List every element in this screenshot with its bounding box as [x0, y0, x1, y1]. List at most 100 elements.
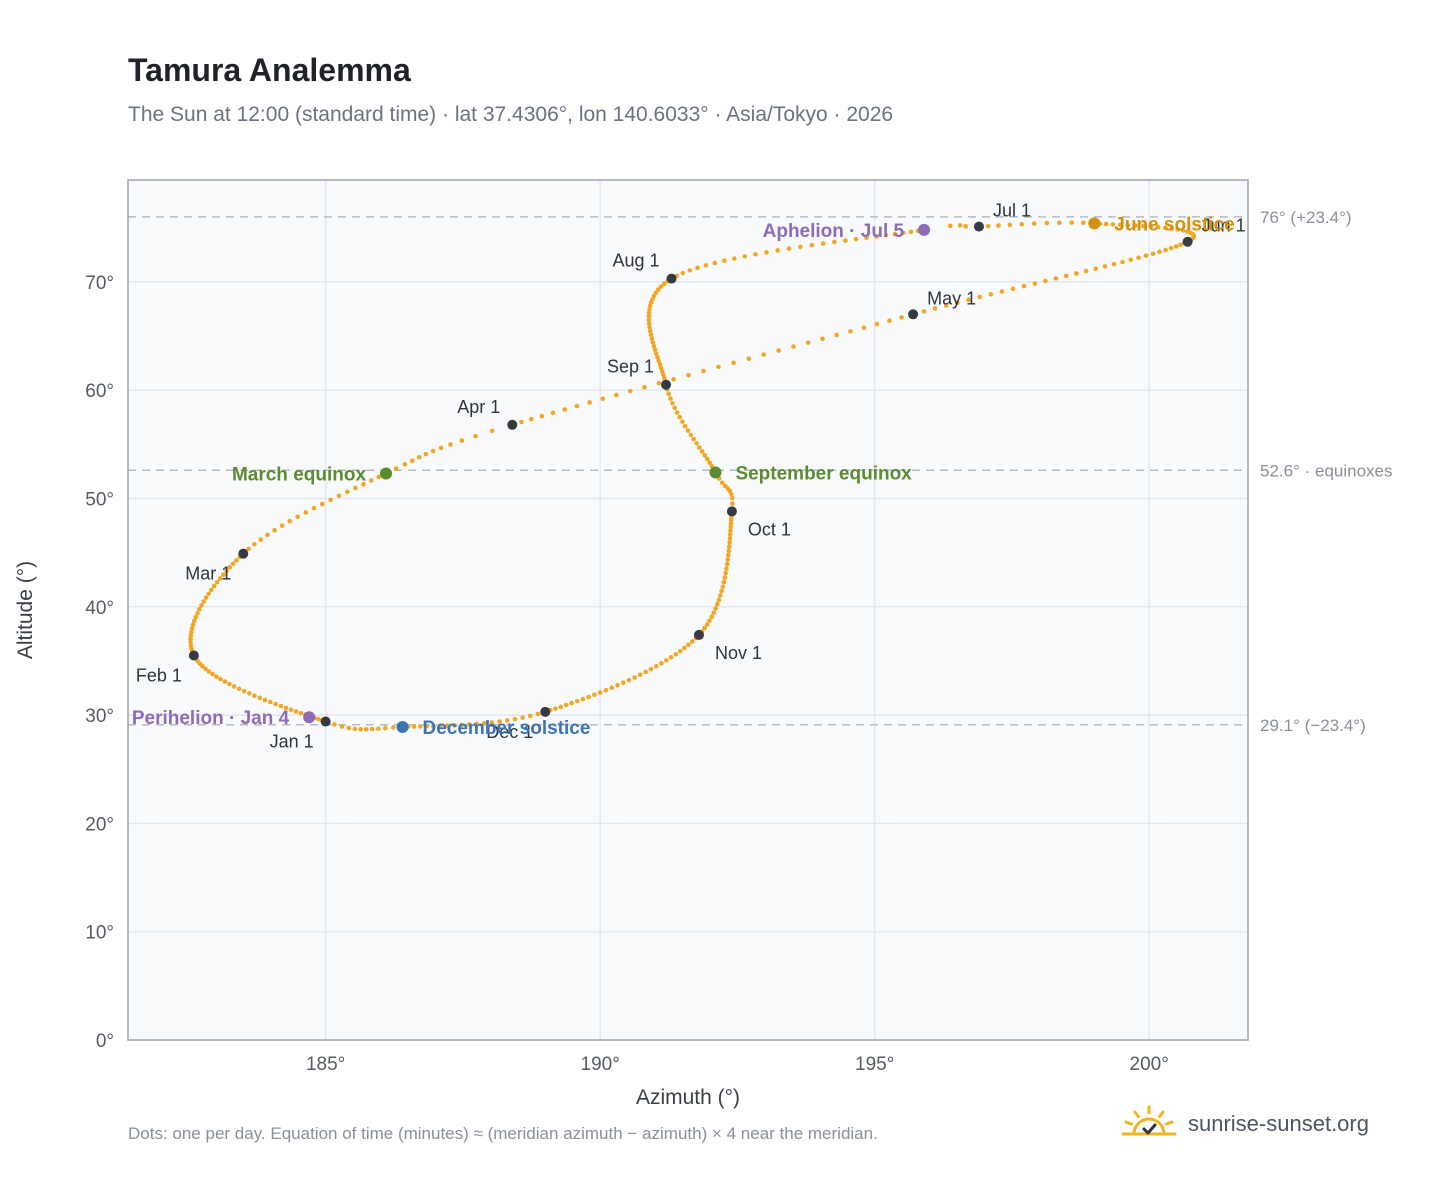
month-marker: [666, 273, 677, 284]
day-dot: [791, 344, 796, 349]
day-dot: [682, 423, 688, 429]
day-dot: [417, 724, 423, 729]
day-dot: [497, 719, 502, 724]
day-dot: [712, 260, 718, 266]
day-dot: [438, 445, 444, 451]
day-dot: [722, 258, 727, 264]
day-dot: [732, 256, 737, 261]
day-dot: [1069, 220, 1074, 225]
day-dot: [647, 306, 652, 312]
month-marker: [908, 309, 919, 320]
day-dot: [656, 380, 662, 386]
day-dot: [1081, 220, 1086, 226]
day-dot: [262, 697, 268, 703]
month-marker: [238, 548, 249, 559]
day-dot: [713, 606, 718, 611]
day-dot: [424, 723, 429, 729]
day-dot: [864, 235, 869, 241]
day-dot: [563, 702, 569, 708]
month-marker: [661, 379, 672, 390]
day-dot: [686, 372, 691, 378]
month-label: Mar 1: [185, 564, 231, 584]
day-dot: [647, 303, 653, 309]
day-dot: [725, 557, 731, 562]
day-dot: [730, 501, 735, 506]
day-dot: [393, 466, 399, 471]
day-dot: [316, 716, 321, 722]
day-dot: [761, 352, 767, 357]
day-dot: [339, 724, 345, 729]
day-dot: [592, 692, 597, 698]
x-tick-label: 190°: [581, 1054, 620, 1075]
day-dot: [655, 354, 660, 360]
day-dot: [211, 583, 217, 589]
page-title: Tamura Analemma: [128, 52, 411, 88]
day-dot: [1163, 225, 1168, 231]
day-dot: [702, 625, 707, 631]
day-dot: [672, 405, 678, 411]
reference-line-label: 52.6° · equinoxes: [1260, 461, 1393, 480]
event-label: March equinox: [232, 465, 367, 486]
day-dot: [646, 321, 652, 326]
day-dot: [727, 540, 732, 545]
day-dot: [224, 568, 229, 574]
day-dot: [358, 726, 363, 732]
day-dot: [1073, 271, 1079, 276]
day-dot: [569, 700, 574, 706]
day-dot: [637, 672, 643, 678]
day-dot: [892, 231, 898, 237]
day-dot: [288, 707, 294, 713]
day-dot: [1125, 222, 1131, 228]
day-dot: [195, 610, 200, 616]
day-dot: [344, 489, 350, 495]
day-dot: [416, 454, 422, 460]
day-dot: [648, 332, 654, 338]
day-dot: [320, 501, 325, 507]
day-dot: [614, 392, 619, 398]
day-dot: [336, 493, 342, 499]
day-dot: [652, 347, 658, 353]
y-tick-label: 10°: [85, 923, 114, 944]
day-dot: [539, 413, 545, 419]
day-dot: [574, 698, 580, 704]
month-label: Oct 1: [748, 519, 791, 539]
day-dot: [574, 403, 580, 409]
day-dot: [1110, 222, 1116, 227]
day-dot: [764, 250, 769, 255]
y-tick-label: 20°: [85, 814, 114, 835]
day-dot: [473, 433, 478, 439]
axis-ticks: 185° 190° 195° 200° 0° 10° 20° 30° 40° 50° 60° 70°: [85, 273, 1169, 1075]
day-dot: [798, 244, 803, 250]
day-dot: [650, 340, 656, 345]
day-dot: [227, 681, 232, 687]
day-dot: [985, 223, 991, 229]
day-dot: [295, 514, 300, 520]
y-tick-label: 70°: [85, 273, 114, 294]
analemma-chart: 76° (+23.4°) 52.6° · equinoxes 29.1° (−23.…: [14, 179, 1393, 1109]
day-dot: [834, 332, 839, 338]
day-dot: [682, 645, 687, 651]
day-dot: [332, 722, 337, 727]
day-dot: [390, 725, 396, 730]
day-dot: [363, 727, 369, 732]
day-dot: [346, 725, 352, 731]
day-dot: [402, 461, 408, 467]
day-dot: [963, 224, 968, 229]
day-dot: [1128, 257, 1134, 263]
day-dot: [252, 541, 257, 547]
event-marker: [380, 467, 393, 480]
day-dot: [459, 438, 465, 443]
day-dot: [562, 407, 567, 412]
day-dot: [988, 291, 994, 297]
day-dot: [241, 688, 247, 694]
day-dot: [1032, 281, 1038, 286]
day-dot: [220, 572, 226, 578]
day-dot: [600, 396, 606, 402]
day-dot: [657, 362, 663, 367]
day-dot: [423, 451, 429, 457]
day-dot: [932, 306, 938, 311]
brand-link[interactable]: sunrise-sunset.org: [1120, 1100, 1369, 1148]
day-dot: [727, 536, 733, 541]
day-dot: [658, 365, 664, 371]
day-dot: [430, 448, 436, 454]
